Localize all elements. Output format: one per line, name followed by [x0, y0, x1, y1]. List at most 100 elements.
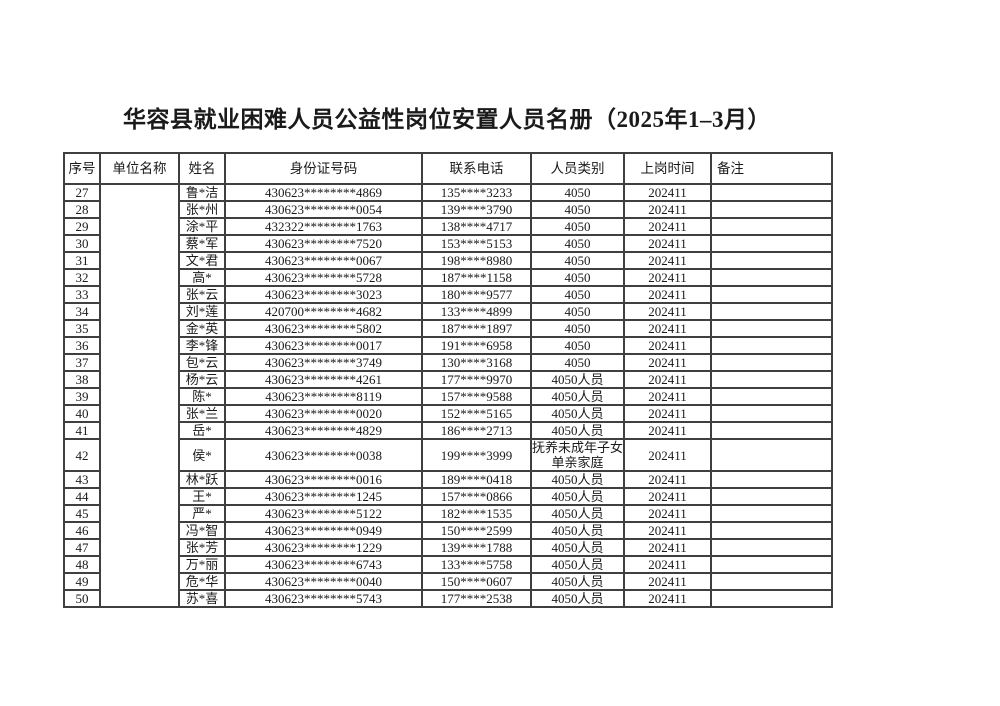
table-row: 32 高* 430623********5728 187****1158 4050 202…	[63, 268, 833, 287]
id-number-cell: 430623********1245	[224, 487, 423, 506]
category-cell: 4050人员	[530, 521, 625, 540]
col-header-category: 人员类别	[530, 152, 625, 185]
remark-cell	[710, 387, 833, 406]
serial-cell: 48	[63, 555, 101, 574]
col-header-name: 姓名	[178, 152, 226, 185]
phone-cell: 150****0607	[421, 572, 532, 591]
serial-cell: 43	[63, 470, 101, 489]
serial-cell: 46	[63, 521, 101, 540]
table-row: 46 冯*智 430623********0949 150****2599 4050人员…	[63, 521, 833, 540]
col-header-id: 身份证号码	[224, 152, 423, 185]
id-number-cell: 430623********3023	[224, 285, 423, 304]
category-cell: 4050	[530, 353, 625, 372]
start-time-cell: 202411	[623, 251, 712, 270]
category-cell: 4050人员	[530, 589, 625, 608]
col-header-start: 上岗时间	[623, 152, 712, 185]
table-row: 39 陈* 430623********8119 157****9588 4050人员 2…	[63, 387, 833, 406]
roster-table: 序号 单位名称 姓名 身份证号码 联系电话 人员类别 上岗时间 备注 27 鲁*洁…	[63, 152, 833, 608]
phone-cell: 157****0866	[421, 487, 532, 506]
start-time-cell: 202411	[623, 470, 712, 489]
serial-cell: 29	[63, 217, 101, 236]
remark-cell	[710, 421, 833, 440]
remark-cell	[710, 572, 833, 591]
category-cell: 4050人员	[530, 470, 625, 489]
name-cell: 危*华	[178, 572, 226, 591]
start-time-cell: 202411	[623, 521, 712, 540]
table-row: 30 蔡*军 430623********7520 153****5153 4050 20…	[63, 234, 833, 253]
name-cell: 高*	[178, 268, 226, 287]
start-time-cell: 202411	[623, 589, 712, 608]
name-cell: 严*	[178, 504, 226, 523]
unit-name-merged-cell	[99, 183, 180, 608]
category-cell: 4050人员	[530, 555, 625, 574]
remark-cell	[710, 521, 833, 540]
id-number-cell: 430623********5743	[224, 589, 423, 608]
start-time-cell: 202411	[623, 302, 712, 321]
phone-cell: 187****1158	[421, 268, 532, 287]
id-number-cell: 430623********4829	[224, 421, 423, 440]
serial-cell: 39	[63, 387, 101, 406]
category-cell: 4050人员	[530, 421, 625, 440]
roster-table-body: 27 鲁*洁 430623********4869 135****3233 4050 20…	[63, 183, 833, 608]
serial-cell: 49	[63, 572, 101, 591]
table-row: 41 岳* 430623********4829 186****2713 4050人员 2…	[63, 421, 833, 440]
table-row: 44 王* 430623********1245 157****0866 4050人员 2…	[63, 487, 833, 506]
start-time-cell: 202411	[623, 285, 712, 304]
phone-cell: 133****4899	[421, 302, 532, 321]
id-number-cell: 430623********7520	[224, 234, 423, 253]
phone-cell: 152****5165	[421, 404, 532, 423]
remark-cell	[710, 538, 833, 557]
remark-cell	[710, 404, 833, 423]
id-number-cell: 430623********0020	[224, 404, 423, 423]
table-row: 29 涂*平 432322********1763 138****4717 4050 20…	[63, 217, 833, 236]
phone-cell: 189****0418	[421, 470, 532, 489]
phone-cell: 177****2538	[421, 589, 532, 608]
table-row: 35 金*英 430623********5802 187****1897 4050 20…	[63, 319, 833, 338]
remark-cell	[710, 555, 833, 574]
table-row: 34 刘*莲 420700********4682 133****4899 4050 20…	[63, 302, 833, 321]
id-number-cell: 430623********4869	[224, 183, 423, 202]
name-cell: 蔡*军	[178, 234, 226, 253]
start-time-cell: 202411	[623, 504, 712, 523]
start-time-cell: 202411	[623, 438, 712, 472]
start-time-cell: 202411	[623, 217, 712, 236]
remark-cell	[710, 200, 833, 219]
name-cell: 冯*智	[178, 521, 226, 540]
start-time-cell: 202411	[623, 200, 712, 219]
category-cell: 4050	[530, 217, 625, 236]
serial-cell: 42	[63, 438, 101, 472]
start-time-cell: 202411	[623, 336, 712, 355]
category-cell: 4050人员	[530, 504, 625, 523]
category-cell: 4050	[530, 268, 625, 287]
id-number-cell: 430623********3749	[224, 353, 423, 372]
remark-cell	[710, 353, 833, 372]
table-row: 47 张*芳 430623********1229 139****1788 4050人员…	[63, 538, 833, 557]
category-cell: 4050人员	[530, 487, 625, 506]
id-number-cell: 420700********4682	[224, 302, 423, 321]
remark-cell	[710, 302, 833, 321]
id-number-cell: 432322********1763	[224, 217, 423, 236]
phone-cell: 153****5153	[421, 234, 532, 253]
phone-cell: 135****3233	[421, 183, 532, 202]
start-time-cell: 202411	[623, 404, 712, 423]
name-cell: 鲁*洁	[178, 183, 226, 202]
remark-cell	[710, 370, 833, 389]
name-cell: 林*跃	[178, 470, 226, 489]
table-row: 40 张*兰 430623********0020 152****5165 4050人员…	[63, 404, 833, 423]
id-number-cell: 430623********8119	[224, 387, 423, 406]
serial-cell: 40	[63, 404, 101, 423]
table-row: 50 苏*喜 430623********5743 177****2538 4050人员…	[63, 589, 833, 608]
name-cell: 文*君	[178, 251, 226, 270]
name-cell: 苏*喜	[178, 589, 226, 608]
name-cell: 涂*平	[178, 217, 226, 236]
name-cell: 万*丽	[178, 555, 226, 574]
id-number-cell: 430623********0016	[224, 470, 423, 489]
category-cell: 4050	[530, 302, 625, 321]
phone-cell: 138****4717	[421, 217, 532, 236]
phone-cell: 180****9577	[421, 285, 532, 304]
start-time-cell: 202411	[623, 319, 712, 338]
name-cell: 李*锋	[178, 336, 226, 355]
start-time-cell: 202411	[623, 370, 712, 389]
serial-cell: 37	[63, 353, 101, 372]
remark-cell	[710, 487, 833, 506]
